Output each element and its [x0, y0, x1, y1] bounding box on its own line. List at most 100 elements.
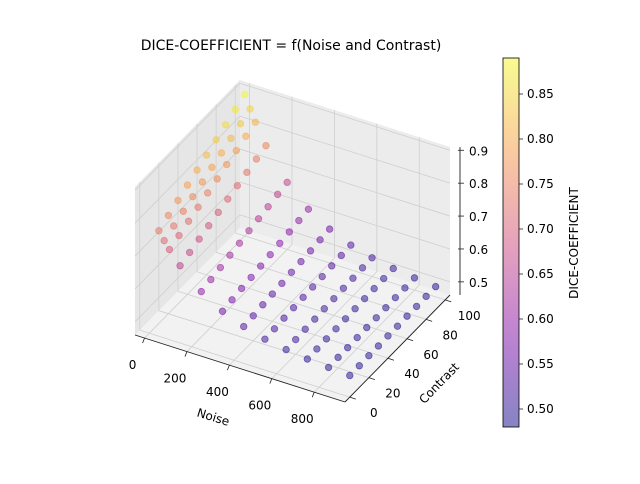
data-point — [287, 268, 296, 276]
x-tick-label: 0 — [129, 358, 137, 372]
data-point — [160, 236, 168, 245]
left-pane — [135, 80, 240, 335]
data-point — [316, 236, 324, 244]
data-point — [176, 262, 184, 270]
z-tick-label: 0.8 — [469, 177, 488, 191]
data-point — [324, 363, 333, 372]
grid-line-x — [313, 284, 420, 393]
y-axis-line — [344, 294, 451, 403]
colorbar-ticks: 0.50 0.55 0.60 0.65 0.70 0.75 0.80 0.85 — [519, 87, 554, 416]
grid-line-z — [239, 148, 451, 217]
colorbar-tick-label: 0.85 — [527, 87, 554, 101]
x-axis-label: Noise — [195, 406, 231, 429]
data-point — [328, 262, 336, 270]
data-point — [240, 322, 248, 331]
data-point — [216, 263, 225, 272]
y-tick-label: 80 — [442, 328, 457, 342]
chart-title: DICE-COEFFICIENT = f(Noise and Contrast) — [141, 38, 442, 54]
data-point — [218, 307, 227, 315]
data-point — [179, 207, 187, 216]
data-point — [249, 312, 257, 320]
grid-line-z — [239, 115, 451, 184]
data-point — [384, 332, 392, 340]
data-point — [349, 274, 357, 282]
data-point — [165, 245, 174, 254]
data-point — [226, 251, 234, 259]
data-point — [347, 241, 355, 249]
data-point — [382, 304, 390, 312]
grid-line-y — [235, 232, 446, 301]
data-point — [213, 175, 221, 183]
data-point — [224, 195, 232, 203]
data-point — [351, 305, 359, 313]
data-point — [322, 335, 331, 343]
y-axis-label: Contrast — [416, 360, 462, 407]
data-point — [346, 371, 354, 380]
data-point — [264, 203, 272, 211]
data-point — [368, 254, 376, 262]
data-point — [195, 235, 203, 243]
data-points — [155, 90, 440, 380]
z-tick-label: 0.7 — [469, 210, 488, 224]
data-point — [295, 216, 303, 225]
data-point — [391, 293, 400, 302]
data-point — [389, 264, 397, 273]
x-tick-mark — [142, 337, 145, 344]
data-point — [289, 304, 298, 312]
data-point — [231, 105, 239, 114]
data-point — [372, 314, 380, 322]
data-point — [232, 146, 240, 155]
data-point — [235, 239, 244, 247]
data-point — [353, 333, 361, 342]
data-point — [337, 251, 345, 260]
data-point — [380, 274, 388, 283]
grid-line-z — [239, 82, 451, 151]
axis-lines — [134, 147, 461, 403]
data-point — [207, 275, 215, 284]
x-tick-mark — [269, 378, 273, 384]
colorbar-tick-label: 0.55 — [527, 357, 554, 371]
data-point — [308, 283, 317, 291]
data-point — [164, 211, 173, 220]
y-tick-mark — [445, 299, 452, 303]
data-point — [270, 325, 279, 333]
data-point — [246, 105, 254, 113]
data-point — [212, 136, 220, 144]
data-point — [297, 257, 305, 266]
data-point — [202, 151, 211, 159]
data-point — [245, 227, 253, 235]
data-point — [339, 284, 348, 292]
x-tick-mark — [227, 364, 230, 371]
grid-line-x — [144, 230, 250, 339]
y-tick-mark — [387, 357, 395, 361]
data-point — [282, 345, 290, 354]
data-point — [401, 284, 409, 292]
y-tick-label: 60 — [423, 348, 438, 362]
data-point — [242, 132, 250, 140]
y-tick-mark — [426, 318, 433, 322]
data-point — [330, 294, 338, 303]
x-tick-label: 800 — [291, 412, 314, 426]
data-point — [365, 352, 373, 360]
data-point — [311, 315, 319, 323]
grid-line-y — [177, 290, 389, 359]
colorbar — [502, 57, 520, 428]
data-point — [431, 282, 440, 291]
data-point — [266, 250, 274, 259]
data-point — [254, 215, 263, 223]
data-point — [184, 217, 193, 225]
data-point — [228, 296, 236, 304]
x-tick-label: 400 — [206, 385, 229, 399]
data-point — [355, 362, 364, 370]
data-point — [214, 208, 222, 217]
data-point — [285, 228, 294, 236]
data-point — [221, 121, 230, 129]
colorbar-tick-label: 0.50 — [527, 402, 554, 416]
y-tick-label: 40 — [404, 367, 419, 381]
grid-line-z — [239, 214, 451, 283]
data-point — [175, 231, 183, 240]
data-point — [252, 155, 261, 163]
data-point — [291, 335, 300, 344]
